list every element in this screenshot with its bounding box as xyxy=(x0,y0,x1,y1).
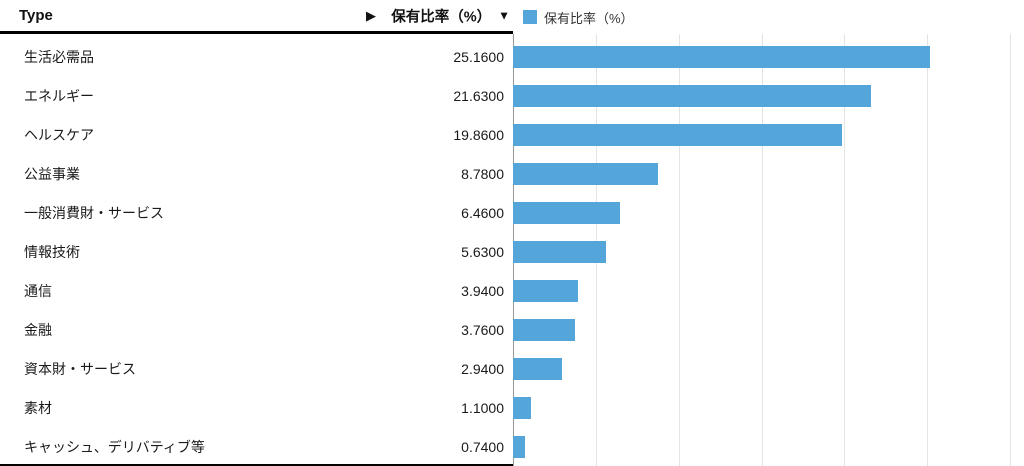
table-row[interactable]: エネルギー 21.6300 xyxy=(0,77,1024,116)
table-row[interactable]: ヘルスケア 19.8600 xyxy=(0,116,1024,155)
row-label-cell: ヘルスケア 19.8600 xyxy=(0,125,513,145)
x-gridline xyxy=(1010,34,1011,466)
table-header-row: Type ▶ 保有比率（%） ▼ 保有比率（%） xyxy=(0,0,1024,34)
table-row[interactable]: 金融 3.7600 xyxy=(0,310,1024,349)
sector-label: 公益事業 xyxy=(24,166,80,183)
table-row[interactable]: 生活必需品 25.1600 xyxy=(0,38,1024,77)
holding-ratio-bar[interactable] xyxy=(513,240,607,263)
chart-table-body: 生活必需品 25.1600 エネルギー 21.6300 ヘルスケア 19.8600 公益事業… xyxy=(0,34,1024,466)
legend-item-holding-ratio[interactable]: 保有比率（%） xyxy=(523,8,634,27)
row-label-cell: キャッシュ、デリバティブ等 0.7400 xyxy=(0,437,513,457)
bar-track xyxy=(513,38,1010,77)
holding-ratio-value: 1.1000 xyxy=(461,399,504,416)
bar-track xyxy=(513,349,1010,388)
holding-ratio-value: 3.7600 xyxy=(461,321,504,338)
holding-ratio-value: 3.9400 xyxy=(461,282,504,299)
bar-track xyxy=(513,427,1010,466)
sector-label: エネルギー xyxy=(24,88,94,105)
legend-label: 保有比率（%） xyxy=(544,10,634,26)
table-bottom-border xyxy=(0,464,513,466)
sector-label: 資本財・サービス xyxy=(24,360,136,377)
holding-ratio-bar[interactable] xyxy=(513,357,562,380)
table-rows: 生活必需品 25.1600 エネルギー 21.6300 ヘルスケア 19.8600 公益事業… xyxy=(0,38,1024,466)
table-row[interactable]: 資本財・サービス 2.9400 xyxy=(0,349,1024,388)
legend-swatch xyxy=(523,10,537,24)
bar-track xyxy=(513,233,1010,272)
bar-track xyxy=(513,194,1010,233)
sector-label: 素材 xyxy=(24,399,52,416)
holding-ratio-value: 19.8600 xyxy=(453,127,504,144)
column-header-type[interactable]: Type xyxy=(19,7,53,24)
holding-ratio-bar[interactable] xyxy=(513,435,526,458)
holding-ratio-value: 8.7800 xyxy=(461,166,504,183)
x-gridline xyxy=(761,34,763,466)
sector-label: キャッシュ、デリバティブ等 xyxy=(24,438,205,455)
holding-ratio-bar[interactable] xyxy=(513,46,930,69)
holding-ratio-bar[interactable] xyxy=(513,318,576,341)
table-row[interactable]: 情報技術 5.6300 xyxy=(0,233,1024,272)
bar-track xyxy=(513,388,1010,427)
holding-ratio-bar[interactable] xyxy=(513,396,532,419)
holding-ratio-bar[interactable] xyxy=(513,124,842,147)
table-row[interactable]: キャッシュ、デリバティブ等 0.7400 xyxy=(0,427,1024,466)
holding-ratio-value: 2.9400 xyxy=(461,360,504,377)
holding-ratio-bar[interactable] xyxy=(513,202,621,225)
row-label-cell: 通信 3.9400 xyxy=(0,281,513,301)
bar-track xyxy=(513,155,1010,194)
holding-ratio-bar[interactable] xyxy=(513,163,659,186)
x-gridline xyxy=(844,34,846,466)
holding-ratio-value: 6.4600 xyxy=(461,205,504,222)
table-row[interactable]: 通信 3.9400 xyxy=(0,271,1024,310)
sector-label: 金融 xyxy=(24,321,52,338)
row-label-cell: 資本財・サービス 2.9400 xyxy=(0,359,513,379)
table-row[interactable]: 一般消費財・サービス 6.4600 xyxy=(0,194,1024,233)
row-label-cell: 情報技術 5.6300 xyxy=(0,242,513,262)
bar-track xyxy=(513,116,1010,155)
column-header-holding-ratio[interactable]: 保有比率（%） ▼ xyxy=(391,5,510,26)
holding-ratio-bar[interactable] xyxy=(513,85,872,108)
table-row[interactable]: 公益事業 8.7800 xyxy=(0,155,1024,194)
sector-label: 通信 xyxy=(24,282,52,299)
holding-ratio-value: 5.6300 xyxy=(461,243,504,260)
x-gridline xyxy=(678,34,680,466)
table-header: Type ▶ 保有比率（%） ▼ xyxy=(0,0,513,34)
holding-ratio-value: 25.1600 xyxy=(453,49,504,66)
row-label-cell: 公益事業 8.7800 xyxy=(0,164,513,184)
table-row[interactable]: 素材 1.1000 xyxy=(0,388,1024,427)
expand-arrow-icon[interactable]: ▶ xyxy=(366,7,376,23)
sector-label: 情報技術 xyxy=(24,243,80,260)
holding-ratio-bar[interactable] xyxy=(513,279,579,302)
sector-label: 一般消費財・サービス xyxy=(24,205,164,222)
bar-track xyxy=(513,271,1010,310)
row-label-cell: 素材 1.1000 xyxy=(0,398,513,418)
bar-track xyxy=(513,77,1010,116)
holding-ratio-value: 0.7400 xyxy=(461,438,504,455)
row-label-cell: エネルギー 21.6300 xyxy=(0,86,513,106)
holding-ratio-value: 21.6300 xyxy=(453,88,504,105)
bar-track xyxy=(513,310,1010,349)
sector-label: 生活必需品 xyxy=(24,49,94,66)
sector-label: ヘルスケア xyxy=(24,127,94,144)
row-label-cell: 生活必需品 25.1600 xyxy=(0,47,513,67)
column-header-holding-ratio-label: 保有比率（%） xyxy=(391,9,492,25)
row-label-cell: 一般消費財・サービス 6.4600 xyxy=(0,203,513,223)
row-label-cell: 金融 3.7600 xyxy=(0,320,513,340)
x-gridline xyxy=(927,34,929,466)
sort-descending-icon: ▼ xyxy=(498,8,510,23)
